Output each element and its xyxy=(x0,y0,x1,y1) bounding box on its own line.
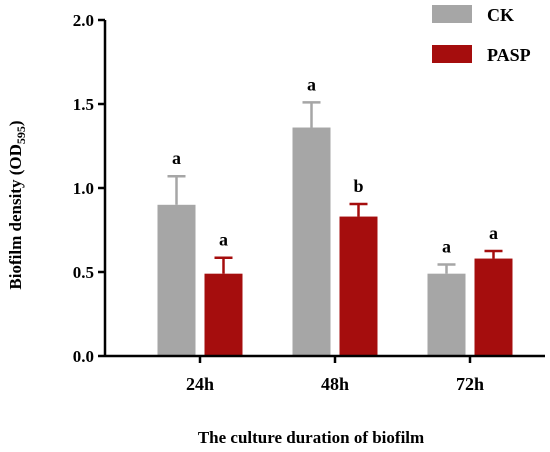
bar xyxy=(204,273,243,356)
x-ticks: 24h 48h 72h xyxy=(186,356,484,394)
bar xyxy=(427,273,466,356)
x-tick-label: 48h xyxy=(321,374,349,394)
legend-swatch xyxy=(432,45,472,63)
bar xyxy=(292,127,331,357)
y-tick-label: 2.0 xyxy=(73,11,94,30)
legend: CK PASP xyxy=(432,5,531,65)
x-tick-label: 72h xyxy=(456,374,484,394)
significance-letter: a xyxy=(489,223,498,243)
significance-letter: a xyxy=(442,236,451,256)
y-tick-label: 0.5 xyxy=(73,263,94,282)
bars-layer: a a a a b a xyxy=(157,74,513,357)
bar xyxy=(474,258,513,356)
significance-letter: b xyxy=(353,176,363,196)
bar xyxy=(339,216,378,356)
x-tick-label: 24h xyxy=(186,374,214,394)
y-tick-label: 1.5 xyxy=(73,95,94,114)
legend-label: PASP xyxy=(487,45,531,65)
y-axis-title-subscript: 595 xyxy=(14,126,28,144)
significance-letter: a xyxy=(307,74,316,94)
x-axis-title: The culture duration of biofilm xyxy=(198,428,424,447)
bar xyxy=(157,204,196,356)
y-tick-label: 1.0 xyxy=(73,179,94,198)
y-tick-label: 0.0 xyxy=(73,347,94,366)
legend-swatch xyxy=(432,5,472,23)
y-axis-title-suffix: ) xyxy=(6,120,25,126)
significance-letter: a xyxy=(219,230,228,250)
legend-label: CK xyxy=(487,5,514,25)
y-axis-title: Biofilm density (OD595) xyxy=(6,120,28,289)
significance-letter: a xyxy=(172,148,181,168)
y-ticks: 0.0 0.5 1.0 1.5 2.0 xyxy=(73,11,105,366)
